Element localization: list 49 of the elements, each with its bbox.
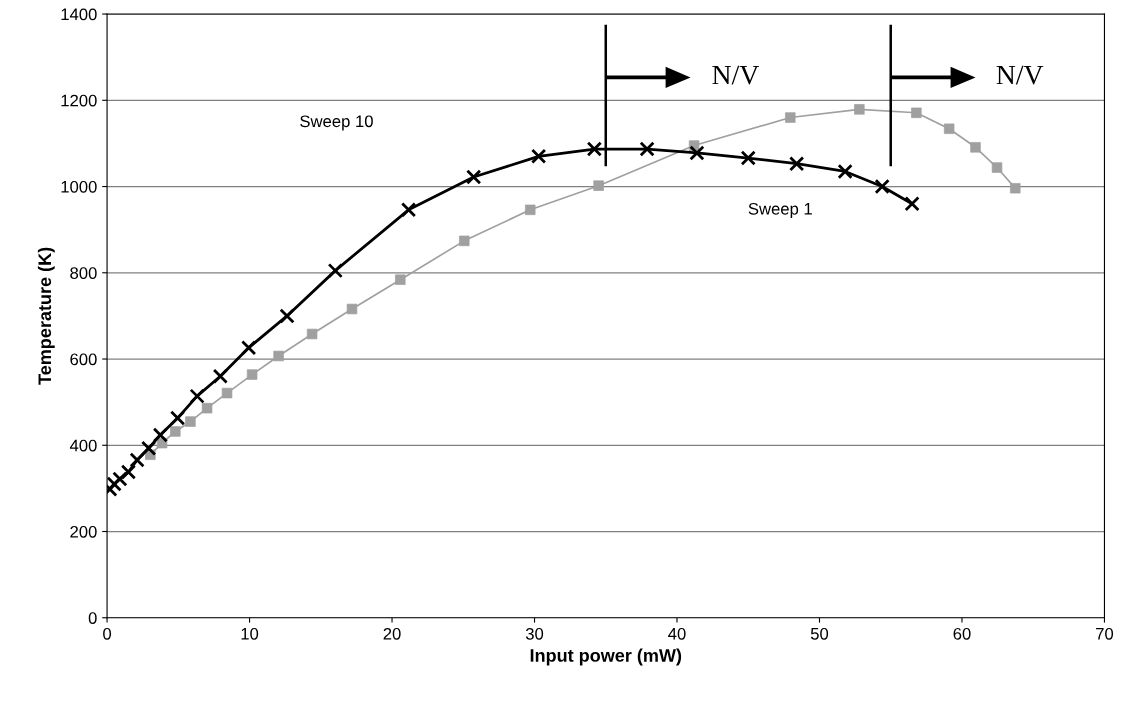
point [169, 410, 186, 426]
point [904, 196, 920, 212]
point [112, 471, 128, 487]
point [279, 308, 295, 324]
x-tick-label: 50 [810, 627, 829, 640]
point [531, 148, 547, 164]
point [400, 202, 417, 218]
x-axis-title: Input power (mW) [530, 648, 682, 666]
y-tick-label: 200 [70, 525, 97, 538]
y-tick-label: 400 [69, 439, 97, 452]
point [837, 163, 853, 180]
point [689, 145, 705, 161]
point [120, 464, 137, 480]
y-tick-label: 0 [88, 612, 97, 624]
point [212, 368, 228, 384]
y-tick-label: 1000 [61, 180, 97, 193]
point [152, 427, 168, 443]
y-tick-label: 1200 [61, 94, 97, 107]
x-tick-label: 10 [241, 627, 259, 640]
point [789, 156, 805, 172]
x-tick-label: 40 [668, 627, 686, 640]
point [346, 303, 358, 315]
point [141, 440, 157, 456]
point [241, 340, 257, 356]
x-tick-label: 70 [1096, 627, 1114, 640]
x-tick-label: 0 [103, 627, 112, 640]
point [943, 123, 955, 134]
annotation: Sweep 1 [748, 202, 812, 219]
annotation: Sweep 10 [300, 115, 373, 131]
y-axis-title: Temperature (K) [37, 247, 55, 385]
point [740, 150, 756, 166]
point [639, 141, 655, 157]
point [306, 328, 318, 340]
x-tick-label: 20 [383, 627, 401, 640]
point [874, 178, 890, 195]
y-tick-label: 1400 [61, 8, 97, 21]
point [189, 388, 205, 404]
point [1010, 183, 1021, 194]
point [327, 262, 343, 279]
point [466, 169, 482, 185]
x-tick-label: 60 [953, 627, 971, 640]
y-tick-label: 600 [70, 353, 97, 366]
point [586, 141, 602, 157]
y-tick-label: 800 [70, 267, 97, 279]
point [395, 274, 406, 285]
annotation: N/V [996, 65, 1044, 85]
x-tick-label: 30 [525, 627, 544, 640]
point [129, 452, 145, 468]
annotation: N/V [712, 65, 760, 85]
